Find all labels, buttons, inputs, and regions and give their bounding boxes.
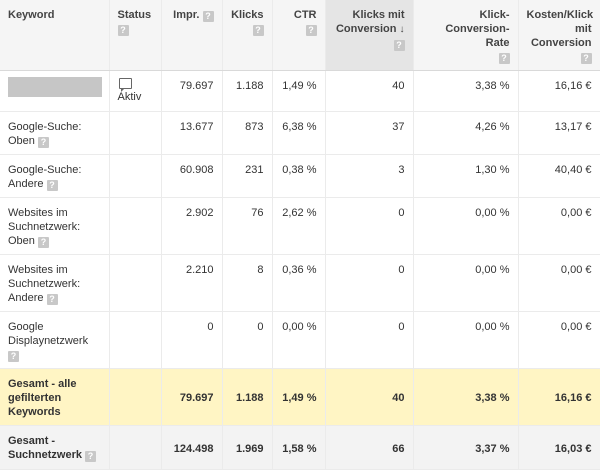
status-cell <box>109 254 162 312</box>
impr-cell: 79.697 <box>161 368 223 426</box>
klicks-conv-cell: 0 <box>325 311 414 369</box>
help-icon[interactable]: ? <box>580 53 592 64</box>
keyword-cell: Google-Suche: Andere ? <box>0 154 110 198</box>
impr-cell: 13.677 <box>161 111 223 155</box>
ctr-cell: 6,38 % <box>272 111 326 155</box>
conv-rate-cell: 0,00 % <box>413 311 519 369</box>
kosten-cell: 0,00 € <box>518 311 600 369</box>
column-header-keyword[interactable]: Keyword <box>0 0 110 71</box>
kosten-cell: 16,16 € <box>518 368 600 426</box>
klicks-conv-cell: 3 <box>325 154 414 198</box>
keyword-cell: Websites im Suchnetzwerk: Oben ? <box>0 197 110 255</box>
help-icon[interactable]: ? <box>393 40 405 51</box>
klicks-cell: 1.188 <box>222 70 273 112</box>
table-row: Aktiv 79.697 1.188 1,49 % 40 3,38 % 16,1… <box>0 70 600 112</box>
table-row: Websites im Suchnetzwerk: Oben ? 2.902 7… <box>0 197 600 255</box>
kosten-cell: 0,00 € <box>518 254 600 312</box>
table-row: Google-Suche: Andere ? 60.908 231 0,38 %… <box>0 154 600 198</box>
klicks-cell: 76 <box>222 197 273 255</box>
klicks-cell: 231 <box>222 154 273 198</box>
conv-rate-cell: 3,37 % <box>413 425 519 470</box>
klicks-cell: 873 <box>222 111 273 155</box>
help-icon[interactable]: ? <box>305 25 317 36</box>
impr-cell: 2.210 <box>161 254 223 312</box>
help-icon[interactable]: ? <box>37 137 49 148</box>
ctr-cell: 1,58 % <box>272 425 326 470</box>
help-icon[interactable]: ? <box>498 53 510 64</box>
klicks-cell: 0 <box>222 311 273 369</box>
klicks-cell: 1.969 <box>222 425 273 470</box>
help-icon[interactable]: ? <box>46 294 58 305</box>
conv-rate-cell: 3,38 % <box>413 368 519 426</box>
status-cell <box>109 311 162 369</box>
klicks-cell: 1.188 <box>222 368 273 426</box>
klicks-conv-cell: 40 <box>325 70 414 112</box>
impr-cell: 124.498 <box>161 425 223 470</box>
help-icon[interactable]: ? <box>8 351 19 362</box>
kosten-cell: 16,03 € <box>518 425 600 470</box>
total-row-suchnetzwerk: Gesamt - Suchnetzwerk ? 124.498 1.969 1,… <box>0 425 600 470</box>
redacted-keyword <box>8 77 102 97</box>
klicks-conv-cell: 0 <box>325 254 414 312</box>
status-cell: Aktiv <box>109 70 162 112</box>
table-row: Google-Suche: Oben ? 13.677 873 6,38 % 3… <box>0 111 600 155</box>
status-cell <box>109 425 162 470</box>
keyword-cell: Google Displaynetzwerk ? <box>0 311 110 369</box>
ctr-cell: 1,49 % <box>272 368 326 426</box>
conv-rate-cell: 0,00 % <box>413 197 519 255</box>
status-cell <box>109 111 162 155</box>
conv-rate-cell: 3,38 % <box>413 70 519 112</box>
klicks-conv-cell: 0 <box>325 197 414 255</box>
status-cell <box>109 154 162 198</box>
column-header-kosten-klick-mit-conversion[interactable]: Kosten/Klick mit Conversion? <box>518 0 600 71</box>
total-label: Gesamt - alle gefilterten Keywords <box>0 368 110 426</box>
status-cell <box>109 368 162 426</box>
table-header-row: Keyword Status? Impr. ? Klicks? CTR ? Kl… <box>0 0 600 71</box>
help-icon[interactable]: ? <box>37 237 49 248</box>
conv-rate-cell: 4,26 % <box>413 111 519 155</box>
help-icon[interactable]: ? <box>202 11 214 22</box>
column-header-klicks-mit-conversion[interactable]: Klicks mit Conversion ↓? <box>325 0 414 71</box>
klicks-conv-cell: 40 <box>325 368 414 426</box>
ctr-cell: 0,36 % <box>272 254 326 312</box>
klicks-cell: 8 <box>222 254 273 312</box>
kosten-cell: 13,17 € <box>518 111 600 155</box>
impr-cell: 2.902 <box>161 197 223 255</box>
ctr-cell: 0,38 % <box>272 154 326 198</box>
table-row: Websites im Suchnetzwerk: Andere ? 2.210… <box>0 254 600 312</box>
help-icon[interactable]: ? <box>46 180 58 191</box>
kosten-cell: 16,16 € <box>518 70 600 112</box>
help-icon[interactable]: ? <box>117 25 129 36</box>
column-header-status[interactable]: Status? <box>109 0 162 71</box>
impr-cell: 60.908 <box>161 154 223 198</box>
column-header-klicks[interactable]: Klicks? <box>222 0 273 71</box>
klicks-conv-cell: 66 <box>325 425 414 470</box>
kosten-cell: 40,40 € <box>518 154 600 198</box>
ctr-cell: 2,62 % <box>272 197 326 255</box>
total-label: Gesamt - Suchnetzwerk ? <box>0 425 110 470</box>
ctr-cell: 0,00 % <box>272 311 326 369</box>
conv-rate-cell: 0,00 % <box>413 254 519 312</box>
kosten-cell: 0,00 € <box>518 197 600 255</box>
total-row-filtered-keywords: Gesamt - alle gefilterten Keywords 79.69… <box>0 368 600 426</box>
status-cell <box>109 197 162 255</box>
column-header-ctr[interactable]: CTR ? <box>272 0 326 71</box>
impr-cell: 79.697 <box>161 70 223 112</box>
keyword-cell[interactable] <box>0 70 110 112</box>
help-icon[interactable]: ? <box>85 451 97 462</box>
keyword-cell: Websites im Suchnetzwerk: Andere ? <box>0 254 110 312</box>
help-icon[interactable]: ? <box>252 25 264 36</box>
column-header-impr[interactable]: Impr. ? <box>161 0 223 71</box>
speech-bubble-icon[interactable] <box>118 78 132 92</box>
table-row: Google Displaynetzwerk ? 0 0 0,00 % 0 0,… <box>0 311 600 369</box>
ctr-cell: 1,49 % <box>272 70 326 112</box>
conv-rate-cell: 1,30 % <box>413 154 519 198</box>
klicks-conv-cell: 37 <box>325 111 414 155</box>
keyword-cell: Google-Suche: Oben ? <box>0 111 110 155</box>
column-header-klick-conversion-rate[interactable]: Klick-Conversion-Rate? <box>413 0 519 71</box>
impr-cell: 0 <box>161 311 223 369</box>
sort-descending-icon: ↓ <box>399 24 405 35</box>
